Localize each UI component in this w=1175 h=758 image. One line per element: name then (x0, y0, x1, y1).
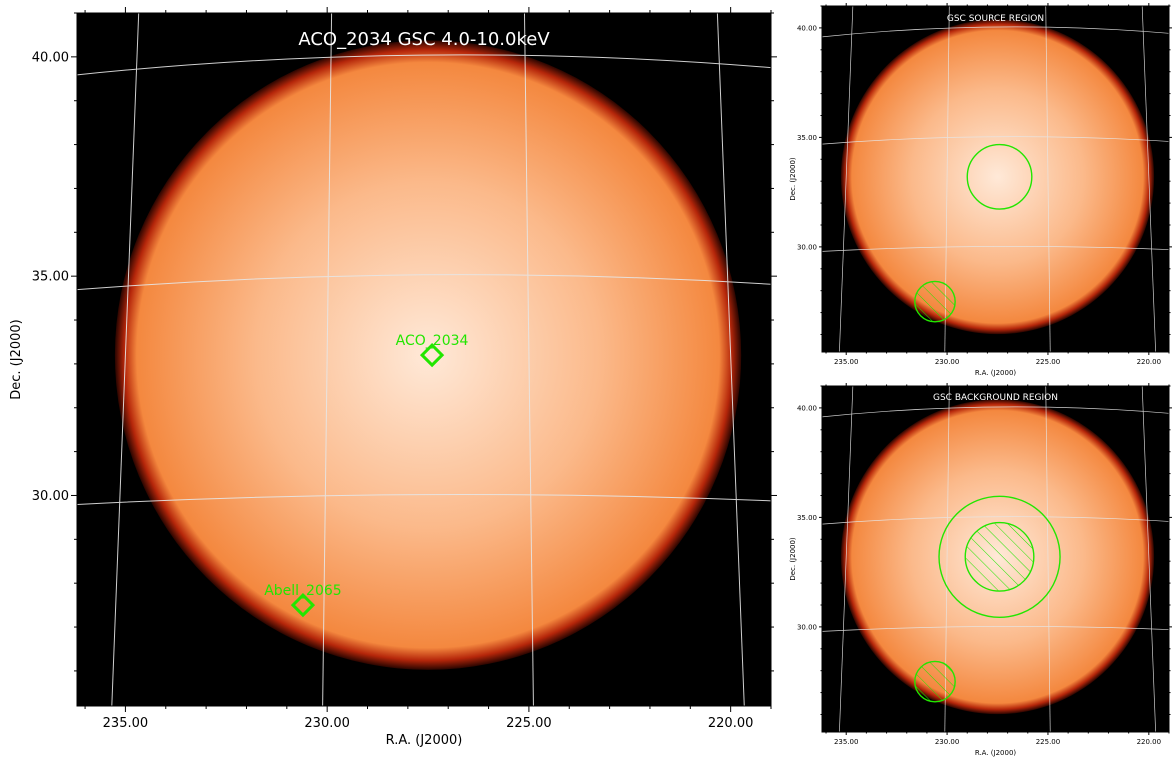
plot-frame (76, 12, 772, 707)
region-circle (938, 495, 1061, 619)
y-tick-label: 40.00 (797, 404, 817, 412)
y-axis-label: Dec. (J2000) (789, 157, 797, 201)
x-tick-label: 225.00 (506, 716, 552, 731)
x-tick-label: 230.00 (935, 738, 960, 746)
grid-meridian (1045, 6, 1051, 352)
grid-meridian (523, 13, 534, 706)
y-tick-label: 40.00 (797, 24, 817, 32)
source-marker (290, 592, 316, 618)
grid-meridian (322, 13, 333, 706)
grid-parallel (822, 406, 1169, 418)
panel-background: GSC BACKGROUND REGION 235.00 230.00 225.00 2… (789, 383, 1172, 757)
x-axis-label: R.A. (J2000) (975, 749, 1017, 757)
y-tick-label: 35.00 (797, 514, 817, 522)
y-tick-label: 35.00 (797, 134, 817, 142)
hatched-region (964, 521, 1035, 592)
x-tick-label: 230.00 (935, 358, 960, 366)
chart-title: ACO_2034 GSC 4.0-10.0keV (298, 29, 550, 50)
y-tick-label: 40.00 (32, 50, 69, 65)
x-tick-label: 220.00 (1137, 738, 1162, 746)
axis-ticks (71, 7, 777, 712)
panel-source: GSC SOURCE REGION 235.00 230.00 225.00 220.0… (789, 3, 1172, 377)
chart-title: GSC SOURCE REGION (947, 14, 1044, 24)
grid-parallel (822, 516, 1169, 525)
grid-meridian (839, 386, 854, 732)
x-axis-label: R.A. (J2000) (975, 369, 1017, 377)
x-axis-label: R.A. (J2000) (386, 733, 463, 748)
y-axis-label: Dec. (J2000) (789, 537, 797, 581)
source-label: ACO_2034 (396, 333, 469, 349)
x-tick-label: 230.00 (304, 716, 350, 731)
grid-parallel (822, 136, 1169, 145)
exposure-disk (114, 40, 742, 670)
grid-parallel (822, 626, 1169, 632)
grid-parallel (77, 54, 771, 76)
grid-meridian (716, 13, 745, 706)
x-tick-label: 225.00 (1036, 738, 1061, 746)
grid-parallel (822, 246, 1169, 252)
coordinate-grid (77, 13, 771, 706)
grid-meridian (111, 13, 140, 706)
exposure-disk (840, 19, 1155, 335)
source-label: Abell_2065 (264, 583, 342, 599)
x-tick-label: 235.00 (103, 716, 149, 731)
axis-ticks (819, 383, 1172, 735)
panel-main: ACO_2034 Abell_2065 ACO_2034 GSC 4.0-10.0k… (9, 7, 777, 748)
grid-parallel (77, 274, 771, 291)
x-tick-label: 235.00 (834, 358, 859, 366)
grid-parallel (822, 26, 1169, 38)
y-tick-label: 30.00 (797, 243, 817, 251)
plot-frame (821, 5, 1170, 353)
x-tick-label: 225.00 (1036, 358, 1061, 366)
grid-parallel (77, 493, 771, 505)
grid-meridian (1045, 386, 1051, 732)
grid-meridian (839, 6, 854, 352)
x-tick-label: 220.00 (708, 716, 754, 731)
grid-meridian (1141, 6, 1156, 352)
region-circle (966, 143, 1033, 210)
y-tick-label: 30.00 (797, 623, 817, 631)
y-tick-label: 35.00 (32, 270, 69, 285)
y-axis-label: Dec. (J2000) (9, 319, 24, 399)
coordinate-grid (822, 6, 1169, 352)
hatched-region (914, 660, 956, 703)
source-marker (419, 342, 445, 368)
y-tick-label: 30.00 (32, 489, 69, 504)
x-tick-label: 235.00 (834, 738, 859, 746)
chart-title: GSC BACKGROUND REGION (933, 393, 1058, 403)
grid-meridian (1141, 386, 1156, 732)
axis-ticks (819, 3, 1172, 355)
x-tick-label: 220.00 (1137, 358, 1162, 366)
plot-frame (821, 385, 1170, 733)
hatched-region (914, 280, 956, 323)
